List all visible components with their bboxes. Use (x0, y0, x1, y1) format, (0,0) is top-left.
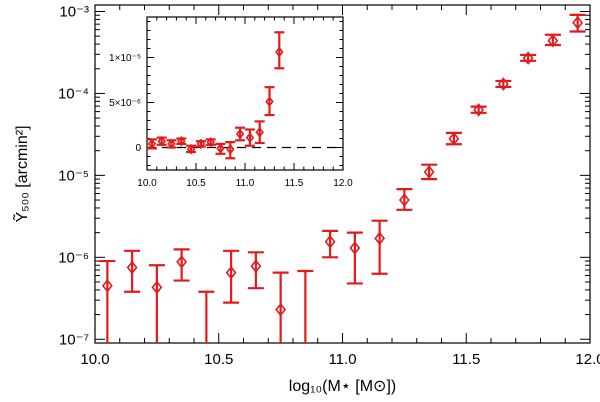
main-data-point (495, 77, 512, 91)
inset-data-point (225, 141, 236, 160)
inset-data-point (146, 138, 157, 150)
main-data-point (470, 103, 487, 117)
inset-x-tick-label: 12.0 (333, 178, 353, 189)
inset-data-point (195, 138, 206, 150)
main-x-tick-label: 10.5 (204, 351, 233, 368)
main-data-point (396, 187, 413, 211)
inset-y-tick-label: 5×10⁻⁶ (109, 98, 141, 109)
inset-frame (146, 16, 344, 171)
main-diamond-marker (423, 165, 435, 179)
main-diamond-marker (151, 280, 163, 295)
main-data-point (247, 251, 264, 290)
inset-data-point (166, 138, 177, 150)
y-axis-label: Ỹ₅₀₀ [arcmin²] (11, 125, 31, 222)
inset-diamond-marker (157, 135, 166, 147)
main-data-point (421, 163, 438, 181)
inset-diamond-marker (196, 138, 206, 150)
main-x-tick-label: 10.0 (80, 351, 109, 368)
inset-data-point (176, 135, 187, 147)
main-diamond-marker (448, 131, 460, 146)
main-y-tick-label: 10⁻⁴ (58, 86, 89, 103)
inset-diamond-marker (186, 144, 196, 155)
main-data-point (371, 219, 388, 275)
main-y-tick-label: 10⁻⁶ (58, 250, 89, 267)
main-diamond-marker (250, 259, 262, 273)
inset-diamond-marker (167, 138, 176, 150)
main-diamond-marker (225, 265, 237, 280)
inset-x-tick-label: 11.5 (285, 178, 304, 189)
main-data-point (445, 131, 462, 146)
main-data-point (148, 264, 165, 343)
inset-data-point (205, 136, 216, 148)
main-diamond-marker (374, 231, 386, 246)
main-data-point (569, 13, 586, 33)
main-data-point (544, 33, 561, 48)
main-diamond-marker (473, 103, 485, 117)
main-diamond-marker (547, 33, 559, 48)
main-diamond-marker (497, 77, 509, 91)
inset-x-tick-label: 11.0 (236, 178, 255, 189)
main-frame (94, 4, 591, 344)
inset-diamond-marker (235, 128, 245, 140)
main-data-point (124, 249, 141, 293)
inset-diamond-marker (255, 126, 264, 138)
inset-x-tick-label: 10.5 (186, 178, 206, 189)
main-data-point (322, 229, 339, 259)
inset-y-tick-label: 1×10⁻⁵ (109, 53, 141, 64)
main-y-tick-label: 10⁻⁷ (59, 332, 89, 349)
main-diamond-marker (275, 302, 287, 317)
main-diamond-marker (522, 51, 534, 65)
inset-data-point (186, 144, 197, 155)
main-data-point (198, 290, 215, 343)
main-diamond-marker (101, 278, 113, 293)
inset-diamond-marker (206, 136, 215, 148)
main-data-point (346, 231, 363, 285)
inset-plot-panel: 10.0 10.5 11.0 11.5 12.0 0 5×10⁻⁶ 1×10⁻⁵ (109, 16, 353, 189)
inset-diamond-marker (226, 144, 235, 155)
inset-data-point (156, 135, 167, 147)
inset-diamond-marker (265, 96, 274, 107)
inset-diamond-marker (245, 132, 255, 143)
main-data-point (272, 271, 289, 343)
main-x-tick-label: 12.0 (575, 351, 600, 368)
main-plot-panel: 10.0 10.5 11.0 11.5 12.0 10⁻⁷ 10⁻⁶ 10⁻⁵ 10⁻⁴ 10⁻³… (11, 4, 600, 395)
main-diamond-marker (398, 193, 410, 207)
inset-y-tick-label: 0 (135, 143, 141, 154)
main-diamond-marker (126, 260, 138, 275)
inset-diamond-marker (147, 138, 157, 150)
main-data-point (297, 269, 314, 343)
inset-diamond-marker (216, 143, 225, 154)
main-x-tick-label: 11.0 (328, 351, 356, 368)
inset-data-point (235, 126, 246, 142)
main-data-point (223, 249, 240, 304)
main-diamond-marker (324, 234, 336, 249)
inset-data-point (215, 142, 226, 155)
main-diamond-marker (349, 241, 361, 255)
inset-x-tick-label: 10.0 (137, 178, 157, 189)
main-diamond-marker (176, 255, 188, 269)
inset-data-point (254, 120, 265, 145)
main-y-tick-label: 10⁻⁵ (58, 168, 89, 185)
main-data-point (99, 259, 116, 343)
main-diamond-marker (572, 15, 584, 30)
x-axis-label: log₁₀(M⋆ [M⊙]) (289, 378, 396, 395)
inset-data-point (274, 31, 285, 70)
inset-data-point (244, 128, 255, 147)
inset-diamond-marker (177, 135, 186, 147)
inset-data-point (264, 86, 275, 117)
main-data-point (173, 248, 190, 282)
main-y-tick-label: 10⁻³ (59, 4, 89, 21)
inset-diamond-marker (275, 46, 284, 58)
main-x-tick-label: 11.5 (452, 351, 480, 368)
main-data-point (520, 51, 537, 65)
